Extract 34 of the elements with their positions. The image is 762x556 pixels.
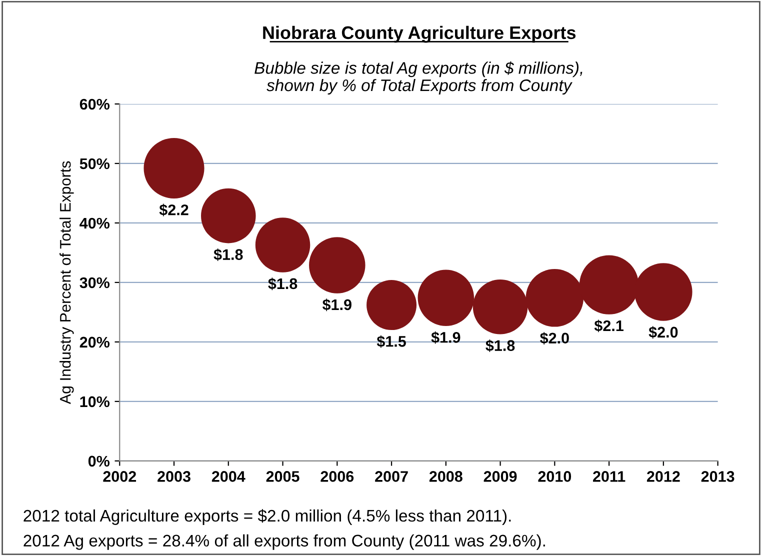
y-tick-label: 60% bbox=[80, 98, 110, 110]
data-label: $2.0 bbox=[648, 326, 678, 339]
x-tick-label: 2002 bbox=[103, 471, 136, 482]
x-tick-label: 2005 bbox=[266, 471, 300, 482]
y-tick-label: 50% bbox=[80, 158, 110, 170]
x-tick-label: 2012 bbox=[646, 471, 680, 482]
x-tick-label: 2004 bbox=[212, 471, 246, 482]
data-label: $1.8 bbox=[268, 278, 298, 290]
x-tick-label: 2009 bbox=[484, 471, 517, 482]
chart-title: Niobrara County Agriculture Exports bbox=[263, 26, 576, 43]
x-tick-label: 2010 bbox=[538, 471, 572, 482]
y-tick-label: 0% bbox=[88, 456, 110, 467]
chart-subtitle: Bubble size is total Ag exports (in $ millions), shown by % of Total Exports from County bbox=[254, 61, 582, 95]
data-label: $1.9 bbox=[322, 298, 352, 312]
data-label: $1.5 bbox=[376, 335, 406, 348]
y-tick-label: 30% bbox=[80, 277, 110, 288]
data-label: $2.2 bbox=[159, 204, 188, 216]
data-label: $2.1 bbox=[594, 320, 624, 332]
x-tick-label: 2006 bbox=[320, 471, 354, 482]
data-label: $1.8 bbox=[486, 340, 515, 352]
data-label: $1.8 bbox=[214, 248, 243, 261]
y-tick-label: 40% bbox=[80, 218, 110, 229]
data-label: $2.0 bbox=[540, 332, 569, 345]
text: 2012 total Agriculture exports = $2.0 million (4.5% less than 2011). bbox=[24, 509, 511, 525]
x-tick-label: 2007 bbox=[375, 471, 408, 482]
y-axis-title: Ag Industry Percent of Total Exports bbox=[60, 161, 74, 404]
x-tick-label: 2011 bbox=[593, 471, 626, 482]
data-label: $1.9 bbox=[431, 331, 460, 344]
y-tick-label: 10% bbox=[80, 396, 110, 408]
x-tick-label: 2013 bbox=[701, 471, 734, 482]
x-tick-label: 2008 bbox=[429, 471, 462, 482]
x-tick-label: 2003 bbox=[158, 471, 190, 482]
y-tick-label: 20% bbox=[80, 336, 110, 348]
text: 2012 Ag exports = 28.4% of all exports from County (2011 was 29.6%). bbox=[24, 534, 545, 550]
